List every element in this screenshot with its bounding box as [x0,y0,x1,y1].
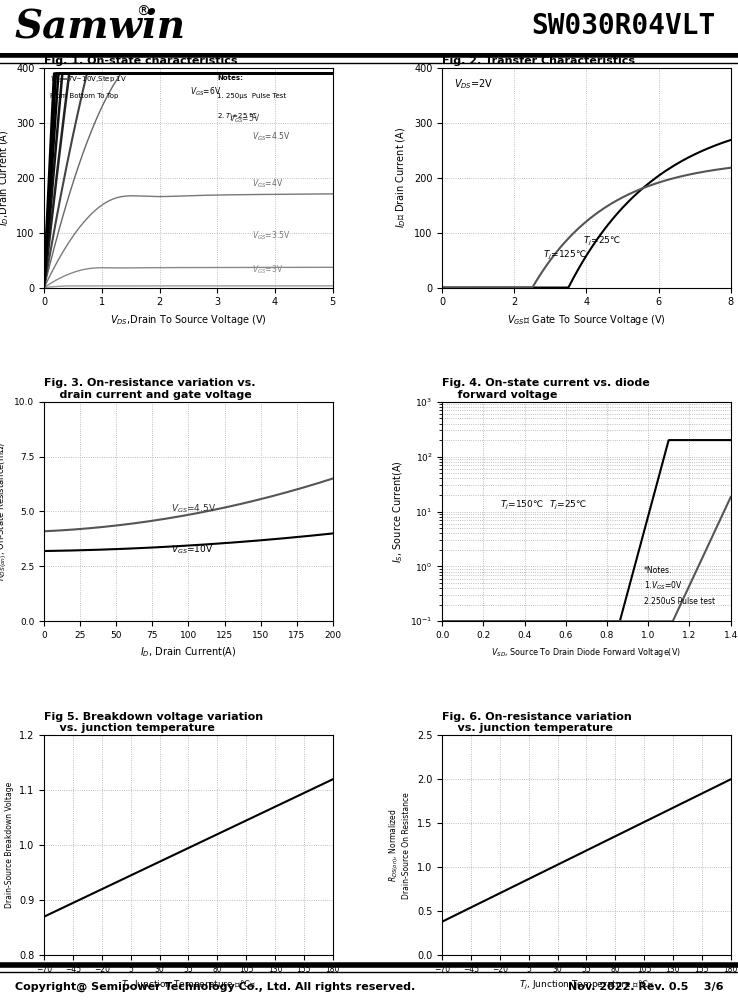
Y-axis label: $BV_{DSS}$, Normalized
Drain-Source Breakdown Voltage: $BV_{DSS}$, Normalized Drain-Source Brea… [0,782,13,908]
Text: Samwin: Samwin [15,7,186,45]
Text: 1. 250μs  Pulse Test: 1. 250μs Pulse Test [217,93,286,99]
Text: $V_{GS}$=4.5V: $V_{GS}$=4.5V [252,130,291,143]
Text: Fig. 6. On-resistance variation
    vs. junction temperature: Fig. 6. On-resistance variation vs. junc… [442,712,632,733]
Text: Fig. 4. On-state current vs. diode
    forward voltage: Fig. 4. On-state current vs. diode forwa… [442,378,650,400]
Text: $V_{GS}$=7V~10V,Step 1V: $V_{GS}$=7V~10V,Step 1V [50,75,127,85]
Y-axis label: $I_S$, Source Current(A): $I_S$, Source Current(A) [391,460,404,563]
X-axis label: $T_j$, Junction Temperature （℃）: $T_j$, Junction Temperature （℃） [519,979,654,992]
X-axis label: $I_D$, Drain Current(A): $I_D$, Drain Current(A) [140,646,237,659]
Y-axis label: $I_D$， Drain Current (A): $I_D$， Drain Current (A) [395,127,408,228]
Text: $V_{GS}$=10V: $V_{GS}$=10V [171,543,213,556]
Text: ®: ® [137,5,151,19]
Text: SW030R04VLT: SW030R04VLT [531,12,716,40]
Text: Fig. 1. On-state characteristics: Fig. 1. On-state characteristics [44,56,238,66]
Text: Nov. 2022. Rev. 0.5    3/6: Nov. 2022. Rev. 0.5 3/6 [568,982,723,992]
X-axis label: $T_j$, Junction Temperature （℃）: $T_j$, Junction Temperature （℃） [121,979,256,992]
Text: $V_{GS}$=3.5V: $V_{GS}$=3.5V [252,229,291,242]
Text: From Bottom To Top: From Bottom To Top [50,93,118,99]
Text: $T_j$=125℃: $T_j$=125℃ [543,249,587,262]
Text: Fig. 3. On-resistance variation vs.
    drain current and gate voltage: Fig. 3. On-resistance variation vs. drai… [44,378,256,400]
X-axis label: $V_{DS}$,Drain To Source Voltage (V): $V_{DS}$,Drain To Source Voltage (V) [110,313,267,327]
Text: $T_j$=25℃: $T_j$=25℃ [583,235,621,248]
Text: Notes:: Notes: [217,75,244,81]
Text: Fig 5. Breakdown voltage variation
    vs. junction temperature: Fig 5. Breakdown voltage variation vs. j… [44,712,263,733]
X-axis label: $V_{GS}$， Gate To Source Voltage (V): $V_{GS}$， Gate To Source Voltage (V) [507,313,666,327]
Text: Fig. 2. Transfer Characteristics: Fig. 2. Transfer Characteristics [442,56,635,66]
Text: *Notes.: *Notes. [644,566,672,575]
Text: 2.250uS Pulse test: 2.250uS Pulse test [644,597,715,606]
Y-axis label: $I_D$,Drain Current (A): $I_D$,Drain Current (A) [0,130,10,226]
Y-axis label: $R_{DS(on)}$, Normalized
Drain-Source On Resistance: $R_{DS(on)}$, Normalized Drain-Source On… [387,792,412,899]
X-axis label: $V_{SD}$, Source To Drain Diode Forward Voltage(V): $V_{SD}$, Source To Drain Diode Forward … [492,646,681,659]
Text: $V_{GS}$=4.5V: $V_{GS}$=4.5V [171,502,216,515]
Text: Copyright@ Semipower Technology Co., Ltd. All rights reserved.: Copyright@ Semipower Technology Co., Ltd… [15,982,415,992]
Text: $V_{GS}$=4V: $V_{GS}$=4V [252,177,283,190]
Text: $V_{GS}$=6V: $V_{GS}$=6V [190,85,221,98]
Text: 1.$V_{GS}$=0V: 1.$V_{GS}$=0V [644,579,683,592]
Text: 2. $T_j$=25 ℃: 2. $T_j$=25 ℃ [217,112,258,123]
Y-axis label: $R_{DS(on)}$, On-State Resistance(mΩ): $R_{DS(on)}$, On-State Resistance(mΩ) [0,442,9,581]
Text: $V_{GS}$=5V: $V_{GS}$=5V [229,112,261,125]
Text: $T_j$=150℃: $T_j$=150℃ [500,499,544,512]
Text: $V_{DS}$=2V: $V_{DS}$=2V [454,77,493,91]
Text: $V_{GS}$=3V: $V_{GS}$=3V [252,263,283,276]
Text: $T_j$=25℃: $T_j$=25℃ [549,499,587,512]
